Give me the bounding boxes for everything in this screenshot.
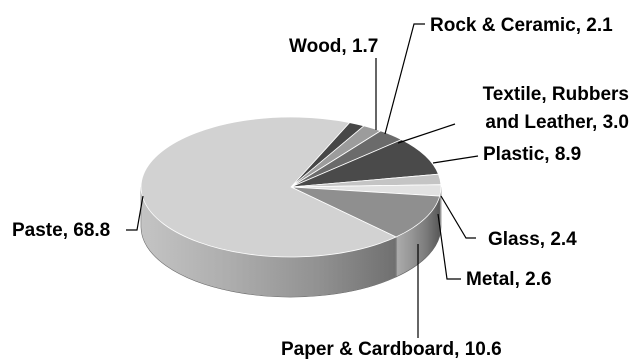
label-line: Glass, 2.4 (488, 229, 577, 250)
label-line: Metal, 2.6 (466, 269, 552, 290)
label-line: Paste, 68.8 (12, 220, 110, 241)
side-shade-metal (439, 187, 442, 237)
label-line: Paper & Cardboard, 10.6 (281, 339, 502, 360)
data-labels: Wood, 1.7 Rock & Ceramic, 2.1 Textile, Rub… (12, 15, 629, 360)
label-line: Textile, Rubbers (483, 84, 629, 105)
label-paste: Paste, 68.8 (12, 220, 110, 241)
label-line: and Leather, 3.0 (485, 112, 629, 133)
label-textile-rubbers-and-leather: Textile, Rubbers and Leather, 3.0 (483, 84, 629, 133)
leader-lines (126, 23, 479, 338)
leader-metal (437, 213, 461, 280)
leader-rock-and-ceramic (384, 23, 425, 135)
label-rock-and-ceramic: Rock & Ceramic, 2.1 (430, 15, 613, 36)
label-line: Plastic, 8.9 (483, 144, 581, 165)
label-wood: Wood, 1.7 (289, 36, 378, 57)
label-paper-and-cardboard: Paper & Cardboard, 10.6 (281, 339, 502, 360)
slice-paper-and-cardboard (290, 186, 441, 238)
pie-slices (140, 116, 442, 258)
pie-sides (140, 186, 442, 298)
label-plastic: Plastic, 8.9 (483, 144, 581, 165)
slice-paste (140, 116, 397, 258)
label-line: Wood, 1.7 (289, 36, 378, 57)
label-metal: Metal, 2.6 (466, 269, 552, 290)
label-line: Rock & Ceramic, 2.1 (430, 15, 613, 36)
side-shade-paper-and-cardboard (396, 196, 440, 277)
side-shade-paste (141, 187, 397, 297)
leader-glass (440, 195, 476, 239)
slice-plastic (290, 139, 440, 188)
leader-plastic (432, 155, 479, 164)
label-glass: Glass, 2.4 (488, 229, 577, 250)
leader-textile-rubbers-and-leather (397, 123, 456, 144)
leader-paste (126, 195, 144, 231)
